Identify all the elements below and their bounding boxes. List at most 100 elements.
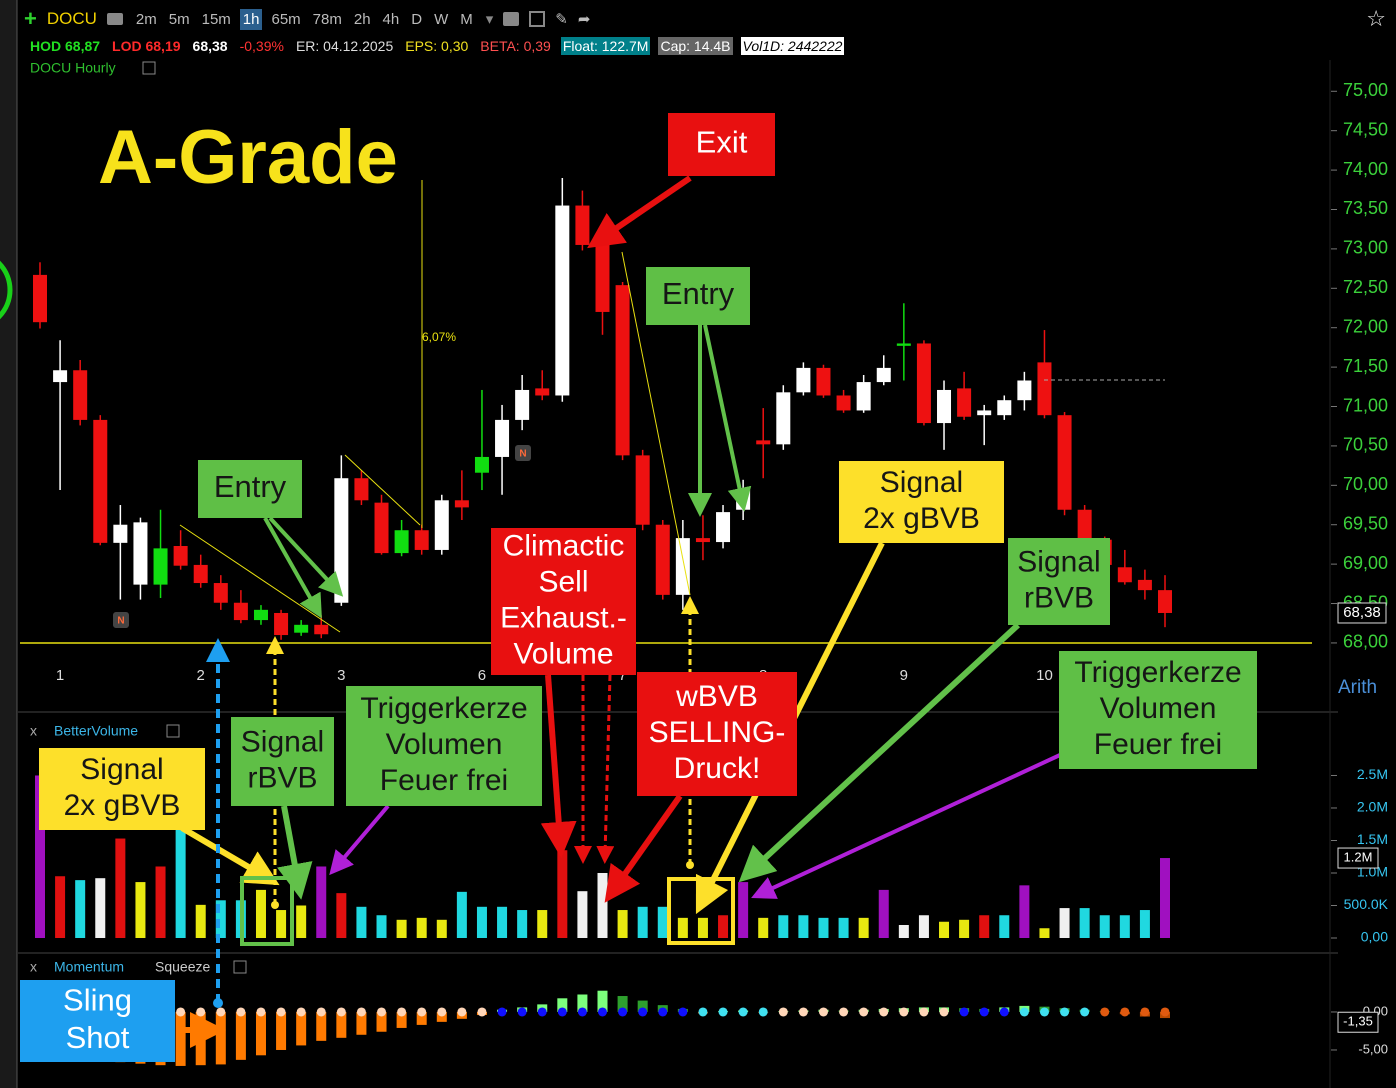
momentum-bar (637, 1000, 648, 1012)
annotation-text: Signal (80, 753, 163, 786)
squeeze-dot (859, 1007, 869, 1017)
arrow (604, 794, 683, 903)
volume-bar (95, 878, 106, 938)
interval-button[interactable]: 2m (135, 10, 157, 28)
candle-body (997, 400, 1012, 416)
squeeze-dot (196, 1007, 206, 1017)
candle-body (354, 478, 369, 501)
interval-button[interactable]: 4h (382, 10, 400, 28)
arrow (703, 324, 752, 512)
annotation-box (1008, 538, 1110, 625)
candle-body (133, 522, 148, 585)
annotation-text: Shot (66, 1020, 130, 1055)
icon[interactable]: ✎ (555, 11, 568, 28)
squeeze-dot (457, 1007, 467, 1017)
dropdown[interactable]: ▾ (485, 11, 494, 28)
momentum-bar (356, 1011, 367, 1035)
volume-bar (1099, 915, 1110, 938)
y-tick-label: -5,00 (1358, 1041, 1388, 1056)
stat: BETA: 0,39 (480, 38, 551, 54)
volume-bar (517, 910, 528, 938)
interval-button[interactable]: 1h (239, 8, 263, 30)
volume-bar (55, 876, 66, 938)
annotation-text: Druck! (674, 752, 761, 785)
candle-body (635, 455, 650, 525)
x-tick-label: 7 (618, 667, 626, 684)
squeeze-dot (316, 1007, 326, 1017)
volume-bar (436, 919, 447, 938)
favorite[interactable]: ☆ (1366, 6, 1386, 31)
interval-button[interactable]: 65m (271, 10, 301, 28)
candle-body (334, 478, 349, 603)
arrow (738, 622, 1021, 883)
scale-mode[interactable]: Arith (1338, 677, 1377, 698)
icon[interactable] (106, 13, 123, 25)
squeeze-dot (618, 1007, 628, 1017)
squeeze-dot (517, 1007, 527, 1017)
squeeze-dot (356, 1007, 366, 1017)
squeeze-dot (718, 1007, 728, 1017)
x-tick-label: 2 (197, 667, 205, 684)
y-tick-label: 72,50 (1343, 277, 1388, 297)
interval-button[interactable]: 2h (353, 10, 371, 28)
last-value-box (1337, 1011, 1379, 1033)
momentum-bar (235, 1011, 246, 1060)
squeeze-dot (698, 1007, 708, 1017)
squeeze-dot (638, 1007, 648, 1017)
squeeze-dot (1080, 1007, 1090, 1017)
annotation-text: Feuer frei (1094, 728, 1222, 761)
settings-icon (166, 724, 180, 738)
arrow (180, 825, 280, 886)
arrow (540, 674, 577, 858)
annotations: A-Grade Exit Entry Entry ClimacticSellExhaus… (20, 113, 1257, 1062)
annotation-title: A-Grade (98, 115, 398, 200)
volume-bar (276, 910, 287, 938)
pane-close[interactable]: x (30, 723, 37, 739)
interval-button[interactable]: M (460, 10, 473, 28)
volume-bar (939, 921, 950, 938)
annotation-text: rBVB (1024, 581, 1094, 614)
candle-body (394, 530, 409, 554)
icon[interactable] (503, 12, 520, 26)
annotation-text: Triggerkerze (1074, 656, 1241, 689)
volume-bar (1160, 858, 1170, 938)
annotation-text: Entry (214, 469, 287, 504)
settings-icon (142, 61, 156, 75)
volume-bar (798, 915, 809, 938)
arrow (751, 753, 1061, 899)
interval-button[interactable]: 5m (168, 10, 190, 28)
y-tick-label: 73,50 (1343, 198, 1388, 218)
news-marker-label: N (117, 616, 124, 627)
squeeze-dot (176, 1007, 186, 1017)
interval-button[interactable]: D (411, 10, 423, 28)
symbol[interactable]: DOCU (46, 9, 97, 28)
annotation-text: 2x gBVB (863, 502, 980, 535)
icon[interactable]: ➦ (577, 11, 591, 28)
pane-close[interactable]: x (30, 959, 37, 975)
stat: -0,39% (239, 38, 284, 54)
volume-bar (75, 880, 86, 938)
y-tick-label: 70,50 (1343, 435, 1388, 455)
squeeze-dot (417, 1007, 427, 1017)
volume-bar (758, 917, 769, 938)
interval-button[interactable]: 15m (201, 10, 231, 28)
squeeze-dot (557, 1007, 567, 1017)
annotation-box (491, 528, 636, 675)
candle-body (193, 564, 208, 584)
icon[interactable] (529, 11, 546, 27)
candle-body (73, 370, 88, 420)
momentum-bar (316, 1011, 327, 1041)
volume-bar (898, 924, 909, 938)
annotation-box (1059, 651, 1257, 769)
candle-body (1057, 415, 1072, 510)
squeeze-dot (397, 1007, 407, 1017)
interval-button[interactable]: 78m (312, 10, 342, 28)
volume-bar (778, 915, 789, 938)
interval-button[interactable]: W (434, 10, 449, 28)
add-button[interactable]: + (24, 6, 37, 31)
candle-body (1017, 380, 1032, 401)
pane-title: Squeeze (155, 959, 210, 975)
candle-body (314, 624, 329, 635)
candle-body (1037, 362, 1052, 416)
squeeze-dot (537, 1007, 547, 1017)
